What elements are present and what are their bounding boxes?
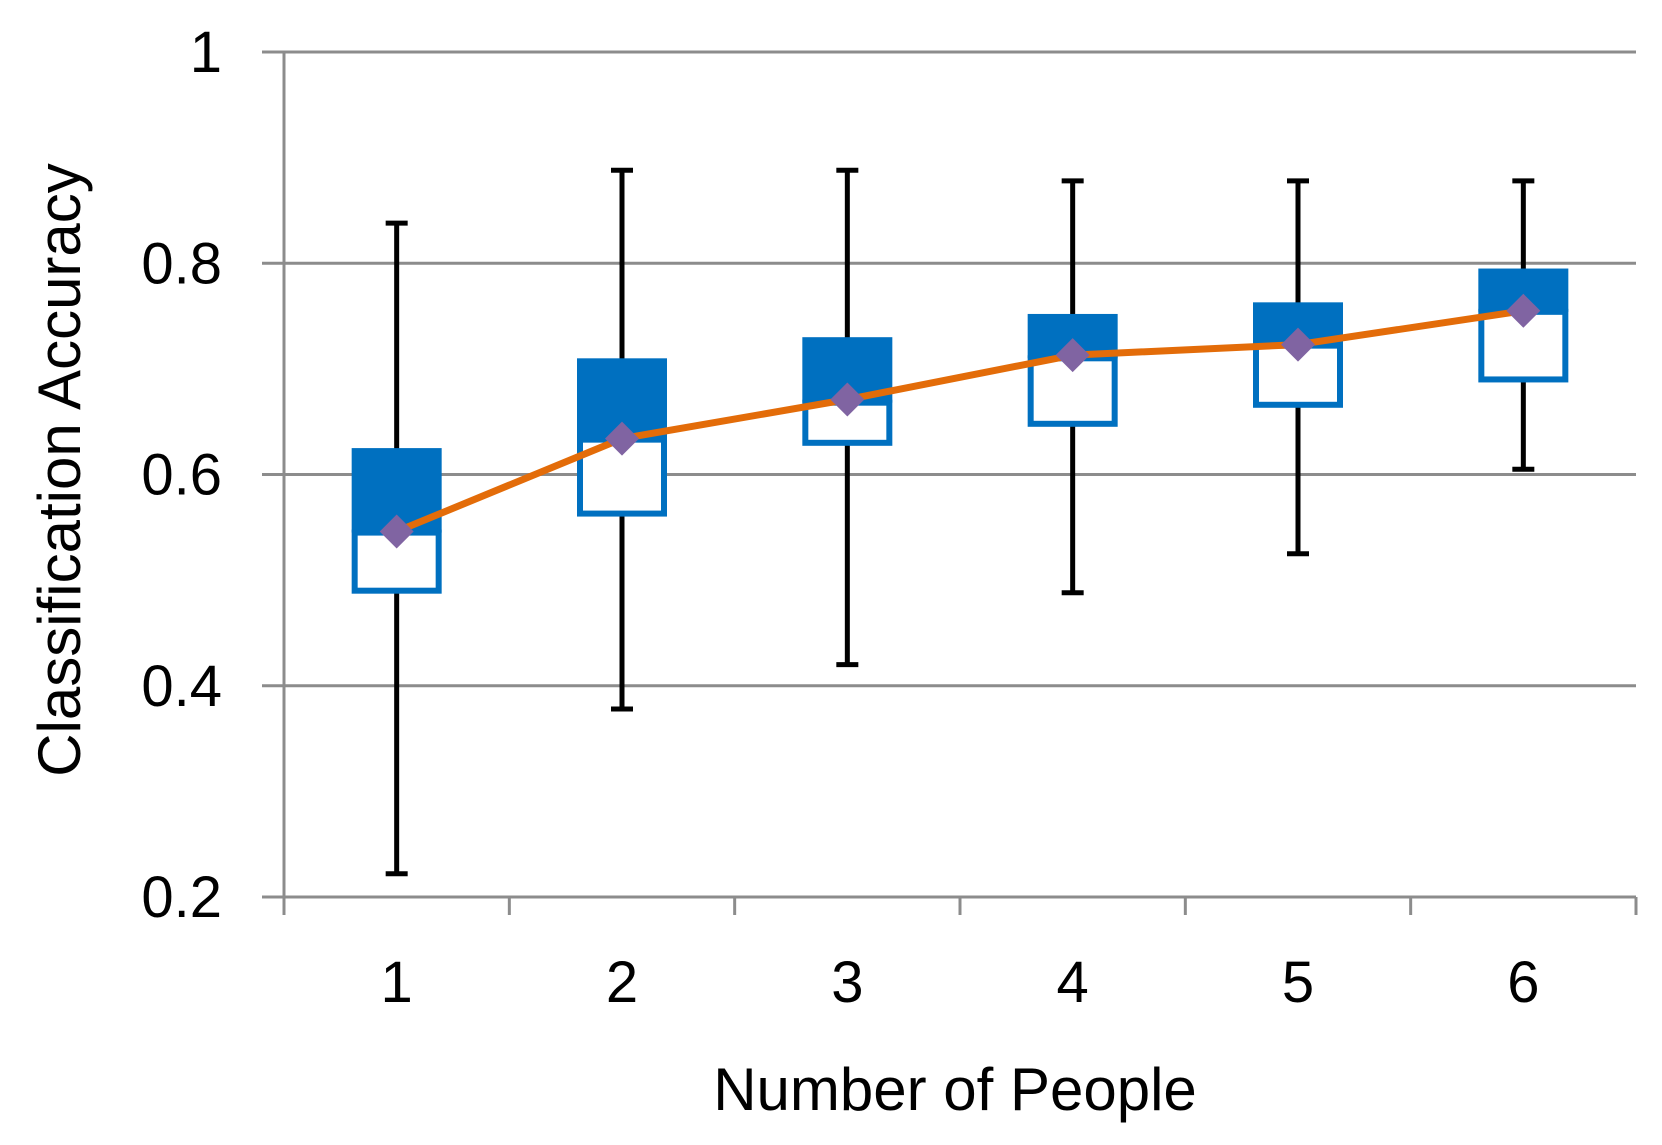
mean-marker (1055, 338, 1090, 373)
y-tick-label: 1 (190, 20, 222, 85)
whiskers (385, 167, 1535, 877)
mean-line (395, 307, 1524, 535)
x-tick-label: 5 (1282, 950, 1314, 1015)
mean-marker (1506, 293, 1541, 328)
mean-marker (1281, 327, 1315, 362)
y-tick-label: 0.2 (141, 865, 222, 930)
mean-series (379, 293, 1541, 549)
x-tick-label: 1 (381, 950, 413, 1015)
x-tick-label: 6 (1507, 950, 1539, 1015)
x-tick-label: 3 (831, 950, 863, 1015)
x-tick-label: 2 (606, 950, 638, 1015)
y-tick-label: 0.8 (141, 231, 222, 296)
mean-marker (379, 514, 414, 549)
box-lower (1253, 342, 1343, 408)
mean-marker (830, 382, 865, 417)
x-axis-title: Number of People (713, 1056, 1197, 1123)
y-tick-label: 0.6 (141, 443, 222, 508)
boxes (351, 268, 1569, 594)
x-tick-label: 4 (1057, 950, 1089, 1015)
y-tick-label: 0.4 (141, 654, 222, 719)
y-axis-title: Classification Accuracy (26, 163, 93, 777)
box-lower (1027, 355, 1118, 427)
tick-labels: 0.2 0.4 0.6 0.8 1 1 2 3 4 5 6 (141, 20, 1539, 1015)
axes (262, 52, 1638, 915)
mean-marker (605, 421, 639, 456)
gridlines (262, 50, 1636, 899)
